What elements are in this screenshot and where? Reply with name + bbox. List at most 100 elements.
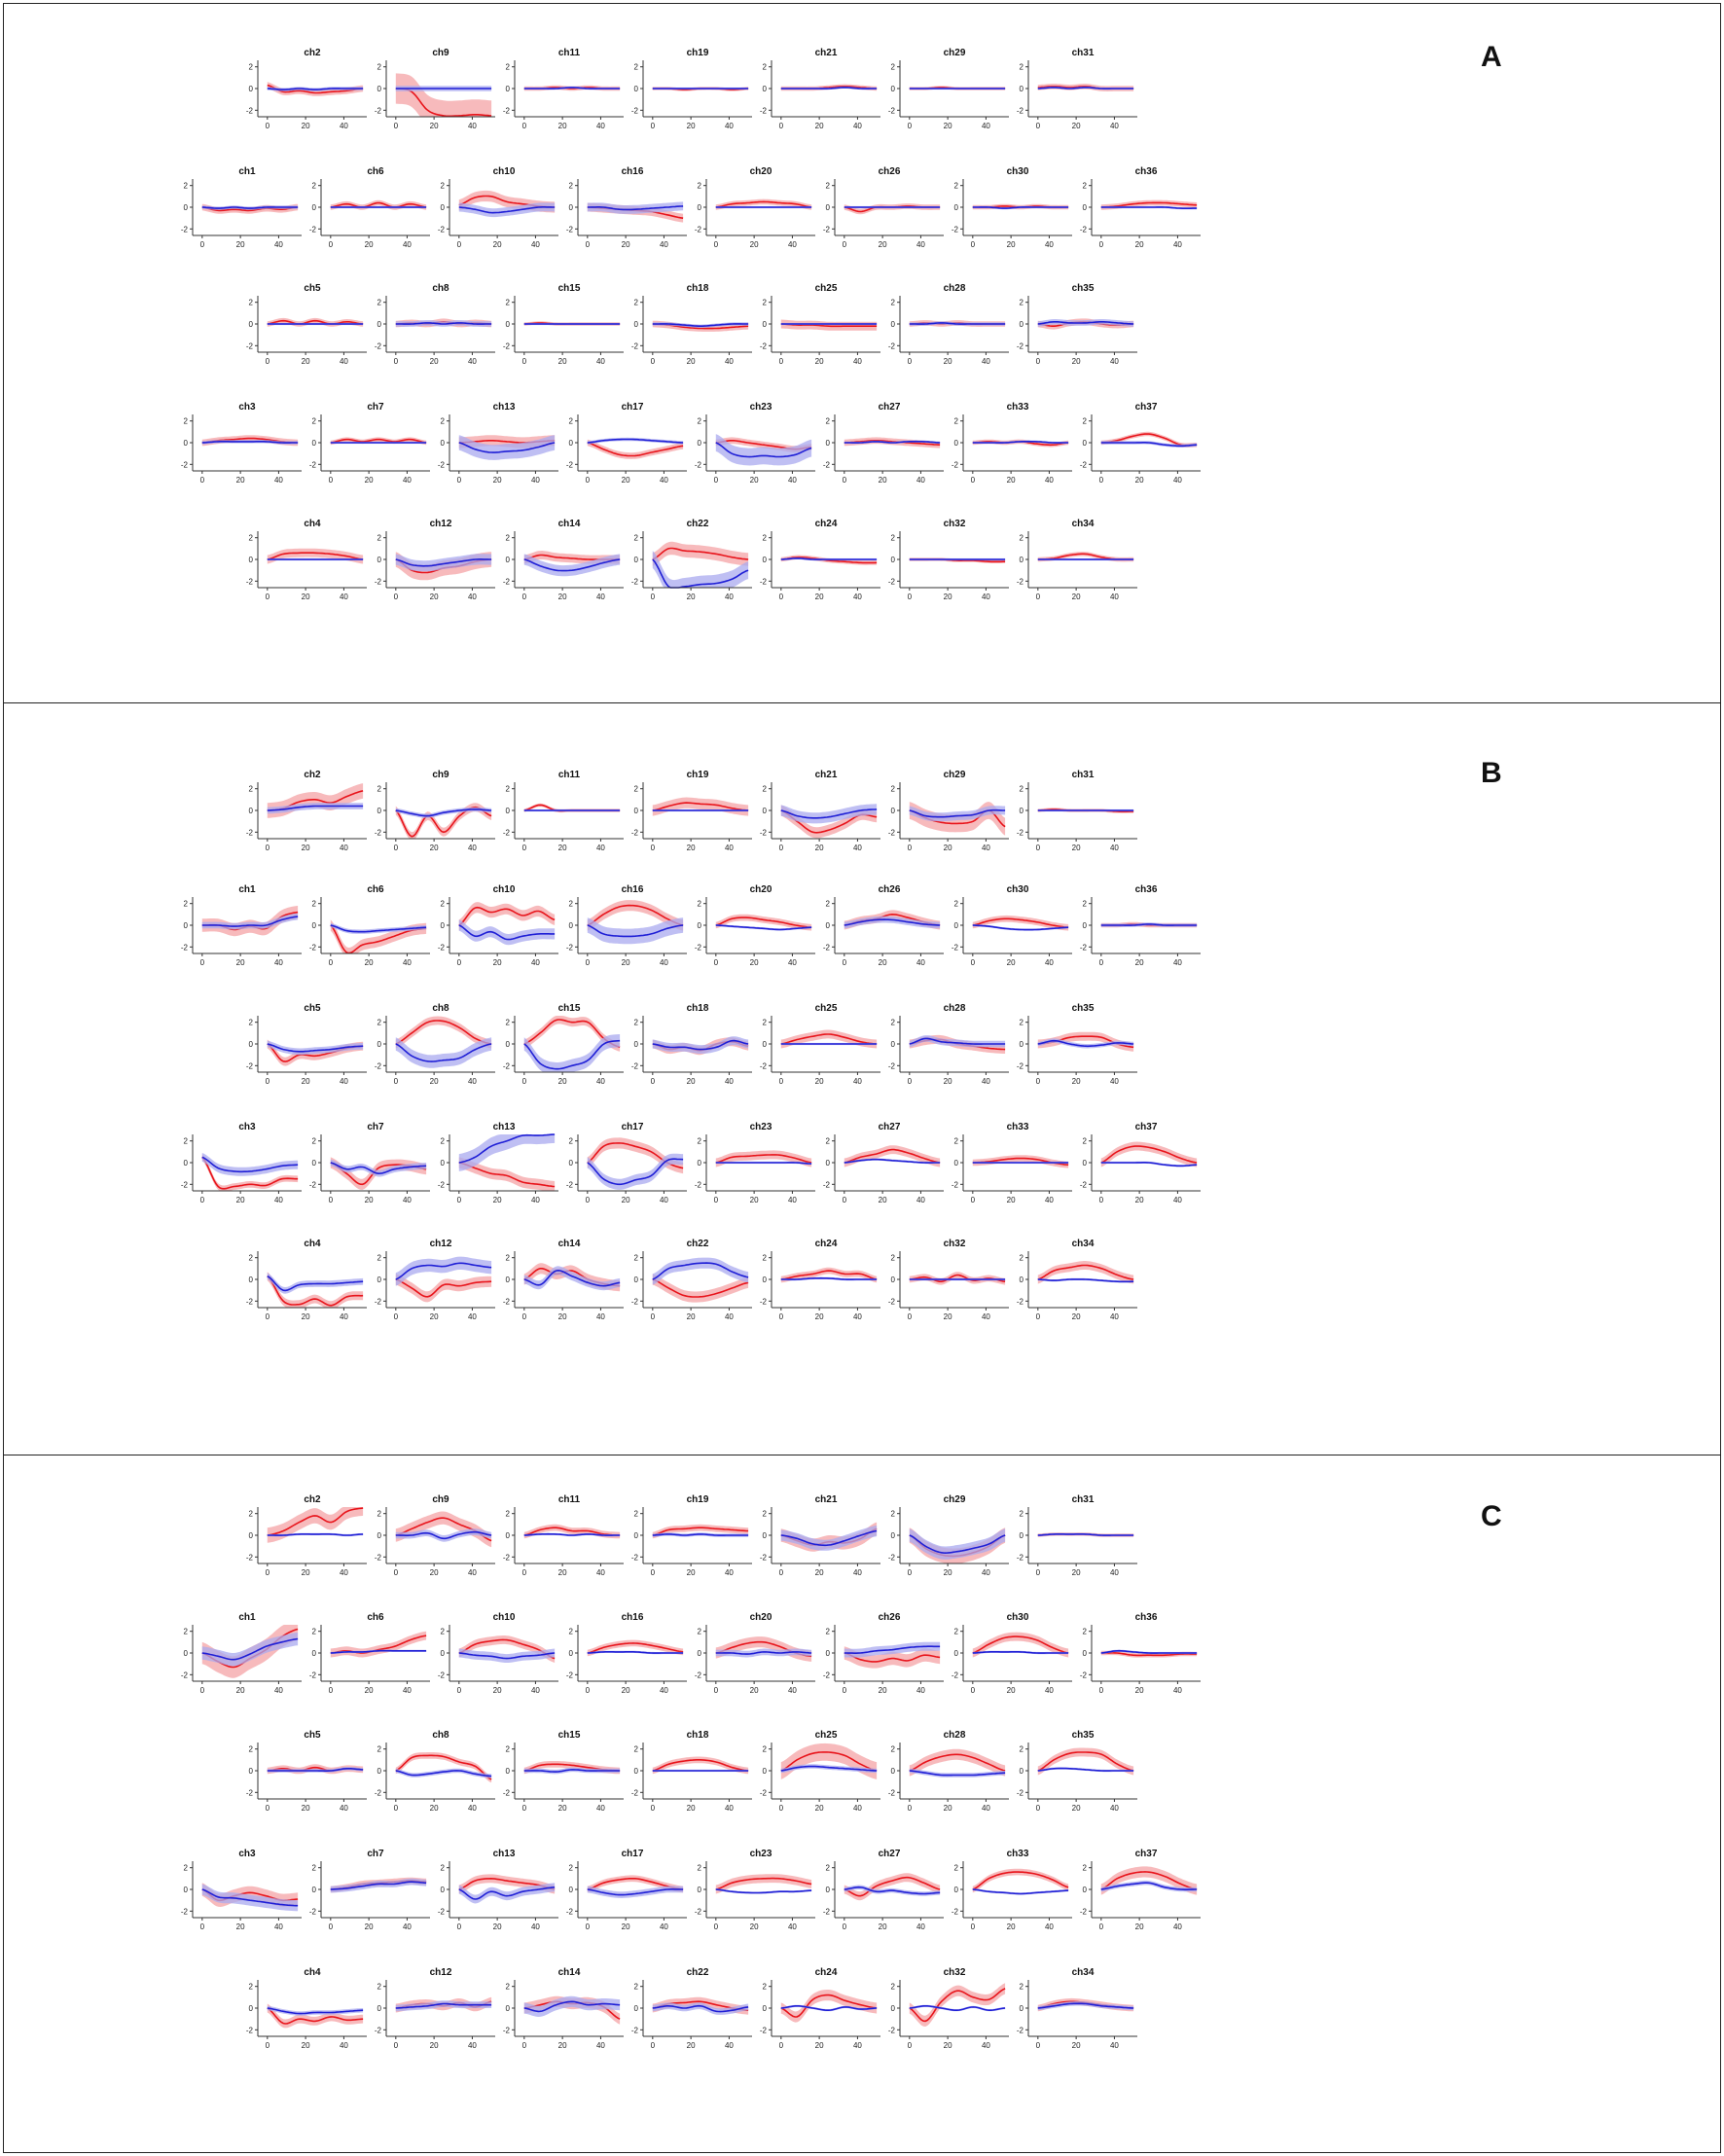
y-tick-label: 2 <box>1083 182 1088 191</box>
y-tick-label: -2 <box>1017 1788 1024 1797</box>
x-tick-label: 40 <box>916 240 925 249</box>
y-tick-label: 0 <box>312 1649 317 1658</box>
y-tick-label: -2 <box>181 1671 189 1679</box>
x-tick-label: 20 <box>944 844 952 852</box>
x-tick-label: 0 <box>586 476 591 485</box>
y-tick-label: -2 <box>695 1180 702 1189</box>
y-tick-label: 0 <box>891 556 896 564</box>
blue-line <box>909 1534 1006 1555</box>
subplot-title: ch7 <box>367 1849 384 1859</box>
x-tick-label: 0 <box>1099 476 1104 485</box>
x-tick-label: 20 <box>1007 1196 1016 1204</box>
x-tick-label: 0 <box>714 1686 719 1695</box>
x-tick-label: 0 <box>1036 1077 1041 1086</box>
y-tick-label: -2 <box>503 1553 511 1562</box>
y-tick-label: 0 <box>184 1886 189 1894</box>
x-tick-label: 40 <box>340 357 348 366</box>
y-tick-label: 2 <box>891 534 896 543</box>
x-tick-label: 20 <box>1072 122 1081 130</box>
subplot-title: ch18 <box>687 1003 709 1014</box>
subplot-title: ch13 <box>493 402 516 413</box>
y-tick-label: 0 <box>891 1767 896 1776</box>
x-tick-label: 40 <box>853 844 862 852</box>
y-tick-label: 2 <box>698 1628 702 1636</box>
x-tick-label: 20 <box>1135 1196 1144 1204</box>
y-tick-label: -2 <box>952 1907 959 1916</box>
y-tick-label: 2 <box>891 63 896 72</box>
x-tick-label: 0 <box>714 1196 719 1204</box>
y-tick-label: -2 <box>695 1907 702 1916</box>
y-tick-label: 2 <box>184 1864 189 1873</box>
y-tick-label: -2 <box>760 577 768 586</box>
blue-line <box>267 805 364 811</box>
red-line <box>395 1278 492 1298</box>
x-tick-label: 0 <box>1036 593 1041 601</box>
red-band <box>652 1756 749 1775</box>
x-tick-label: 20 <box>236 240 245 249</box>
blue-line <box>267 1043 364 1053</box>
x-tick-label: 20 <box>558 1804 567 1813</box>
y-tick-label: -2 <box>952 225 959 234</box>
y-tick-label: 0 <box>184 921 189 930</box>
y-tick-label: -2 <box>503 1297 511 1306</box>
red-line <box>395 88 492 118</box>
x-tick-label: 0 <box>908 1804 913 1813</box>
x-tick-label: 40 <box>1110 2041 1119 2050</box>
subplot-title: ch25 <box>815 1730 838 1741</box>
x-tick-label: 20 <box>302 2041 310 2050</box>
blue-line <box>201 1637 299 1661</box>
x-tick-label: 40 <box>1110 1077 1119 1086</box>
x-tick-label: 0 <box>200 958 205 967</box>
y-tick-label: 2 <box>377 1019 382 1027</box>
y-tick-label: 2 <box>312 1137 317 1146</box>
x-tick-label: 20 <box>687 593 696 601</box>
x-tick-label: 0 <box>266 1312 270 1321</box>
subplot-title: ch19 <box>687 1494 709 1505</box>
x-tick-label: 40 <box>982 122 990 130</box>
y-tick-label: -2 <box>1017 1553 1024 1562</box>
blue-line <box>395 2002 492 2009</box>
subplot-title: ch19 <box>687 770 709 780</box>
red-line <box>587 904 684 926</box>
y-tick-label: 2 <box>441 1137 446 1146</box>
y-tick-label: 2 <box>569 1628 574 1636</box>
subplot-title: ch29 <box>944 1494 966 1505</box>
y-tick-label: 0 <box>441 203 446 212</box>
x-tick-label: 20 <box>1072 1568 1081 1577</box>
red-band <box>330 919 427 953</box>
x-tick-label: 40 <box>916 476 925 485</box>
y-tick-label: 0 <box>826 1649 831 1658</box>
blue-band <box>395 1037 492 1068</box>
y-tick-label: 2 <box>763 1983 768 1992</box>
red-line <box>1037 1264 1134 1280</box>
subplot-title: ch22 <box>687 1967 709 1978</box>
y-tick-label: 0 <box>184 1649 189 1658</box>
subplot-title: ch15 <box>558 283 581 294</box>
panel-c-label: C <box>1481 1500 1502 1532</box>
x-tick-label: 40 <box>916 958 925 967</box>
x-tick-label: 20 <box>944 2041 952 2050</box>
subplot-title: ch20 <box>750 166 772 177</box>
subplot-title: ch20 <box>750 1612 772 1623</box>
y-tick-label: 2 <box>506 299 511 307</box>
x-tick-label: 20 <box>815 593 824 601</box>
y-tick-label: 2 <box>763 63 768 72</box>
y-tick-label: -2 <box>695 225 702 234</box>
y-tick-label: 0 <box>249 85 254 93</box>
subplot-title: ch30 <box>1007 166 1029 177</box>
blue-line <box>587 924 684 938</box>
y-tick-label: -2 <box>503 106 511 115</box>
y-tick-label: 0 <box>1083 921 1088 930</box>
subplot-title: ch15 <box>558 1730 581 1741</box>
subplot-title: ch27 <box>879 1849 901 1859</box>
y-tick-label: 2 <box>249 299 254 307</box>
y-tick-label: 0 <box>826 439 831 448</box>
y-tick-label: 2 <box>826 182 831 191</box>
